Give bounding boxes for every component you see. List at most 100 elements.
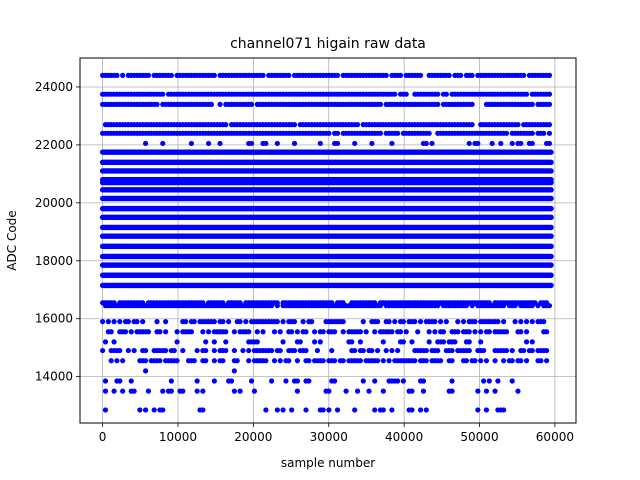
data-point [343, 388, 349, 394]
data-point [386, 319, 392, 325]
data-point [409, 339, 415, 345]
data-point [538, 358, 544, 364]
data-point [363, 329, 369, 335]
data-point [426, 339, 432, 345]
data-point [357, 329, 364, 335]
data-point [546, 130, 553, 136]
data-point [446, 72, 452, 78]
data-point [426, 329, 432, 335]
data-point [231, 329, 237, 335]
data-point [334, 140, 341, 147]
data-point [180, 347, 186, 354]
data-point [194, 388, 200, 394]
data-point [289, 329, 295, 335]
data-point [254, 329, 260, 335]
data-point [211, 72, 217, 78]
data-point [102, 407, 109, 413]
data-point [191, 358, 197, 364]
data-point [334, 72, 341, 78]
data-point [489, 140, 495, 147]
y-tick-label: 18000 [35, 254, 73, 268]
data-point [271, 358, 278, 364]
data-point [352, 347, 358, 354]
data-point [246, 358, 252, 364]
data-point [168, 378, 174, 384]
data-point [271, 329, 278, 335]
data-point [223, 329, 229, 335]
data-point [417, 407, 424, 413]
data-point [392, 319, 398, 325]
data-point [160, 407, 166, 413]
data-point [183, 319, 189, 325]
data-point [529, 319, 535, 325]
data-point [432, 319, 438, 325]
data-point [188, 329, 195, 335]
chart-title: channel071 higain raw data [230, 36, 426, 52]
data-point [145, 388, 152, 394]
data-point [297, 339, 303, 345]
data-point [311, 339, 318, 345]
data-point [240, 347, 246, 354]
plot-frame [79, 57, 577, 424]
data-point [409, 388, 415, 394]
data-point [440, 339, 447, 345]
data-point [289, 407, 295, 413]
data-point [145, 72, 152, 78]
data-point [154, 319, 160, 325]
data-point [105, 319, 111, 325]
data-point [372, 407, 378, 413]
data-point [509, 140, 515, 147]
data-point [163, 329, 169, 335]
data-point [529, 339, 535, 345]
data-point [449, 388, 455, 394]
data-point [349, 339, 355, 345]
data-point [306, 378, 312, 384]
data-point [102, 388, 109, 394]
data-point [160, 388, 166, 394]
data-point [326, 388, 332, 394]
data-point [449, 347, 455, 354]
data-point [194, 347, 200, 354]
data-point [492, 358, 498, 364]
data-point [291, 122, 298, 128]
data-point [492, 388, 498, 394]
data-point [452, 339, 458, 345]
data-point [100, 319, 106, 325]
data-point [191, 319, 197, 325]
data-point [466, 329, 472, 335]
data-point [269, 303, 275, 309]
data-point [360, 347, 366, 354]
data-point [529, 140, 535, 147]
data-point [546, 122, 553, 128]
data-point [389, 140, 395, 147]
data-point [377, 130, 384, 136]
data-point [203, 347, 209, 354]
data-point [469, 303, 475, 309]
data-point [435, 303, 441, 309]
data-point [412, 319, 418, 325]
data-point [501, 319, 507, 325]
data-point [509, 358, 515, 364]
data-point [223, 339, 229, 345]
data-point [463, 303, 469, 309]
data-point [117, 347, 123, 354]
data-point [432, 329, 438, 335]
data-point [380, 339, 386, 345]
data-point [317, 140, 323, 147]
data-point [263, 140, 269, 147]
data-point [111, 319, 117, 325]
data-point [334, 130, 341, 136]
data-point [277, 347, 283, 354]
data-point [320, 358, 326, 364]
data-point [395, 130, 401, 136]
data-point [529, 303, 535, 309]
data-point [395, 347, 401, 354]
data-point [523, 91, 530, 97]
data-point [397, 72, 404, 78]
y-tick-label: 14000 [35, 370, 73, 384]
data-point [529, 101, 535, 107]
data-point [443, 91, 449, 97]
data-point [340, 329, 346, 335]
data-point [194, 378, 200, 384]
data-point [100, 347, 106, 354]
